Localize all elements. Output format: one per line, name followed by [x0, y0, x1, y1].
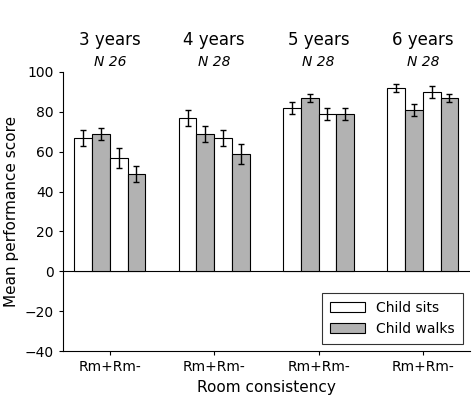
Bar	[179, 118, 196, 271]
Bar	[110, 158, 128, 271]
Bar	[283, 108, 301, 271]
Bar	[232, 154, 250, 271]
Bar	[405, 110, 423, 271]
Bar	[92, 134, 110, 271]
Bar	[319, 114, 336, 271]
Bar	[196, 134, 214, 271]
Text: N 28: N 28	[198, 55, 230, 69]
Bar	[214, 138, 232, 271]
Text: 3 years: 3 years	[79, 32, 141, 49]
Bar	[387, 88, 405, 271]
X-axis label: Room consistency: Room consistency	[197, 380, 336, 395]
Bar	[74, 138, 92, 271]
Text: 4 years: 4 years	[183, 32, 245, 49]
Y-axis label: Mean performance score: Mean performance score	[4, 116, 19, 307]
Text: 6 years: 6 years	[392, 32, 454, 49]
Text: 5 years: 5 years	[288, 32, 349, 49]
Bar	[128, 174, 146, 271]
Text: N 28: N 28	[407, 55, 439, 69]
Bar	[301, 98, 319, 271]
Bar	[336, 114, 354, 271]
Bar	[441, 98, 458, 271]
Bar	[423, 92, 441, 271]
Legend: Child sits, Child walks: Child sits, Child walks	[322, 293, 463, 344]
Text: N 28: N 28	[302, 55, 335, 69]
Text: N 26: N 26	[93, 55, 126, 69]
